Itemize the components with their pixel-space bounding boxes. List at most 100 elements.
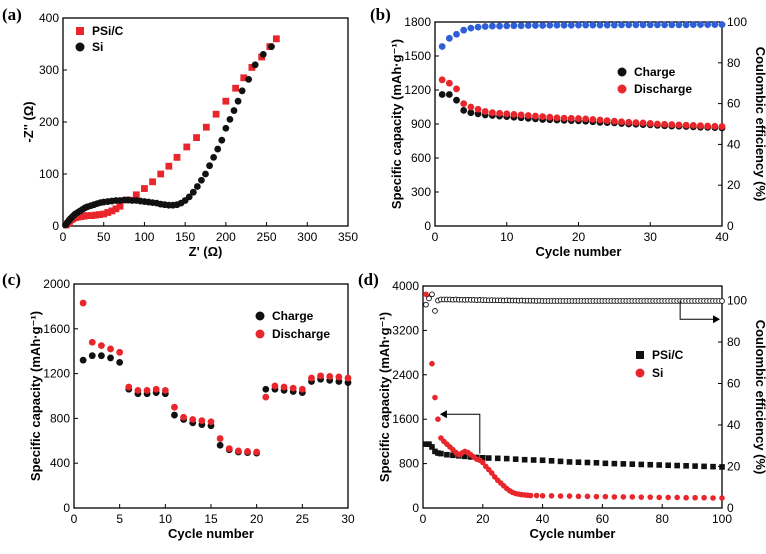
data-point: [467, 24, 475, 32]
data-point: [344, 374, 352, 382]
data-point: [317, 372, 324, 380]
data-point: [308, 374, 315, 382]
data-point: [183, 143, 191, 151]
data-point: [638, 461, 645, 468]
data-point: [180, 413, 188, 421]
y2-tick-label: 60: [727, 377, 741, 391]
legend-label: PSi/C: [652, 348, 684, 362]
data-point: [632, 21, 640, 29]
data-point: [212, 110, 220, 118]
data-point: [125, 383, 133, 391]
x-tick-label: 10: [159, 512, 173, 526]
x-tick-label: 20: [476, 512, 490, 526]
x-axis-label: Cycle number: [168, 526, 254, 541]
data-point: [238, 87, 246, 95]
data-point: [444, 451, 450, 458]
data-point: [584, 459, 591, 466]
plot-frame: [62, 17, 349, 227]
y-tick-label: 2000: [43, 277, 70, 291]
data-point: [453, 85, 460, 93]
y-axis-label: Specific capacity (mAh·g⁻¹): [389, 39, 404, 209]
data-point: [610, 117, 618, 125]
data-point: [79, 356, 87, 364]
legend-marker: [255, 329, 265, 339]
x-tick-label: 30: [341, 512, 355, 526]
data-point: [560, 114, 568, 122]
data-point: [438, 91, 446, 98]
data-point: [711, 122, 719, 130]
data-point: [429, 360, 435, 367]
y2-tick-label: 80: [727, 56, 741, 70]
y2-axis-label: Coulombic efficiency (%): [753, 320, 766, 475]
data-point: [165, 162, 173, 170]
data-point: [625, 21, 633, 29]
data-point: [625, 118, 633, 126]
data-point: [548, 492, 555, 499]
data-point: [467, 103, 475, 111]
data-point: [445, 79, 453, 87]
x-tick-label: 0: [420, 512, 427, 526]
data-point: [84, 212, 91, 219]
data-point: [521, 456, 528, 463]
y2-tick-label: 20: [727, 178, 741, 192]
data-point: [582, 21, 590, 29]
data-point: [435, 416, 441, 423]
data-point: [701, 463, 707, 470]
data-point: [603, 117, 611, 124]
y-tick-label: 100: [39, 167, 59, 181]
data-point: [704, 122, 712, 130]
data-point: [230, 107, 238, 114]
data-point: [450, 452, 456, 459]
data-point: [539, 22, 547, 29]
data-point: [423, 301, 429, 308]
data-point: [557, 458, 564, 465]
x-tick-label: 20: [250, 512, 264, 526]
data-point: [268, 43, 275, 50]
y-tick-label: 300: [411, 185, 431, 199]
data-point: [214, 145, 222, 153]
data-point: [149, 178, 156, 186]
data-point: [222, 124, 230, 132]
x-tick-label: 150: [175, 230, 195, 244]
data-point: [104, 209, 112, 216]
x-tick-label: 200: [216, 230, 236, 244]
data-point: [524, 112, 532, 119]
y-tick-label: 400: [39, 11, 59, 25]
arrow-to-left-axis: [446, 413, 481, 454]
x-tick-label: 10: [500, 230, 514, 244]
data-point: [474, 23, 482, 31]
data-point: [171, 411, 178, 419]
data-point: [618, 118, 625, 126]
arrow-head-right: [713, 315, 721, 324]
data-point: [244, 448, 251, 455]
data-point: [639, 21, 647, 29]
data-point: [584, 493, 591, 500]
data-point: [460, 100, 468, 107]
data-point: [701, 494, 707, 501]
data-point: [193, 183, 201, 190]
data-point: [539, 457, 546, 464]
data-point: [668, 21, 676, 29]
x-tick-label: 30: [644, 230, 658, 244]
y2-tick-label: 0: [727, 501, 734, 515]
data-point: [108, 207, 116, 215]
data-point: [92, 211, 99, 219]
data-point: [656, 462, 663, 468]
data-point: [496, 109, 503, 117]
y-axis-label: Specific capacity (mAh·g⁻¹): [377, 312, 392, 482]
y-tick-label: 1500: [404, 49, 431, 63]
data-point: [262, 393, 270, 401]
x-tick-label: 100: [134, 230, 154, 244]
data-point: [675, 121, 683, 129]
x-tick-label: 50: [97, 230, 111, 244]
data-point: [198, 417, 206, 425]
data-point: [335, 373, 343, 381]
data-point: [675, 21, 683, 29]
data-point: [88, 338, 96, 346]
data-point: [432, 448, 438, 455]
data-point: [100, 210, 108, 218]
arrow-to-right-axis: [679, 300, 714, 320]
y-tick-label: 2400: [392, 368, 419, 382]
y-tick-label: 200: [39, 115, 59, 129]
data-point: [654, 120, 661, 128]
